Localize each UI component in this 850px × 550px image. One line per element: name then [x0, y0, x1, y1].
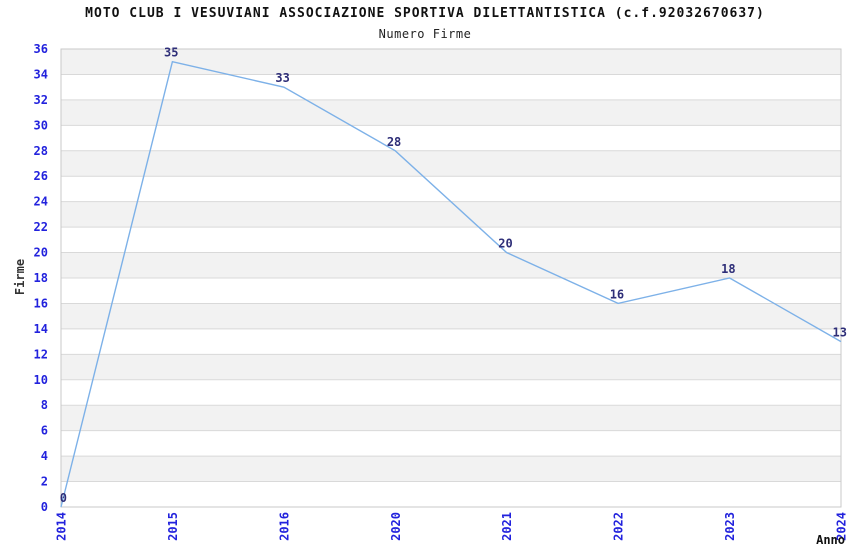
- grid-band: [61, 176, 841, 202]
- y-tick-label: 6: [41, 424, 48, 438]
- x-tick-label: 2016: [277, 512, 291, 541]
- y-tick-label: 24: [34, 195, 48, 209]
- grid-band: [61, 456, 841, 482]
- y-tick-label: 36: [34, 42, 48, 56]
- grid-band: [61, 49, 841, 75]
- grid-band: [61, 328, 841, 355]
- y-tick-label: 10: [34, 373, 48, 387]
- data-label: 28: [387, 135, 401, 149]
- grid-band: [61, 354, 841, 380]
- grid-band: [61, 405, 841, 431]
- y-tick-label: 2: [41, 475, 48, 489]
- grid-band: [61, 278, 841, 304]
- grid-band: [61, 150, 841, 177]
- data-label: 33: [275, 71, 289, 85]
- grid-band: [61, 430, 841, 457]
- data-label: 20: [498, 237, 512, 251]
- x-tick-label: 2014: [55, 512, 69, 541]
- x-tick-label: 2020: [389, 512, 403, 541]
- data-label: 13: [833, 326, 847, 340]
- grid-band: [61, 227, 841, 253]
- chart-subtitle: Numero Firme: [378, 27, 472, 41]
- data-label: 0: [60, 491, 67, 505]
- grid-band: [61, 99, 841, 126]
- y-tick-label: 30: [34, 118, 48, 132]
- grid-band: [61, 74, 841, 100]
- y-tick-label: 26: [34, 169, 48, 183]
- x-tick-label: 2024: [835, 512, 849, 541]
- x-tick-label: 2015: [166, 512, 180, 541]
- y-tick-label: 34: [34, 67, 48, 81]
- y-tick-label: 0: [41, 500, 48, 514]
- grid-band: [61, 125, 841, 151]
- y-tick-label: 4: [41, 449, 48, 463]
- data-label: 16: [610, 287, 624, 301]
- grid-band: [61, 303, 841, 329]
- grid-band: [61, 379, 841, 406]
- plot-border: [60, 48, 842, 508]
- y-tick-label: 20: [34, 246, 48, 260]
- data-label: 18: [721, 262, 735, 276]
- data-label: 35: [164, 46, 178, 60]
- x-tick-label: 2022: [612, 512, 626, 541]
- grid-band: [61, 481, 841, 507]
- y-tick-label: 12: [34, 347, 48, 361]
- y-tick-label: 16: [34, 296, 48, 310]
- y-tick-label: 22: [34, 220, 48, 234]
- grid-band: [61, 201, 841, 228]
- grid-band: [61, 252, 841, 278]
- y-axis-title: Firme: [13, 259, 27, 295]
- x-axis-title: Anno: [816, 533, 845, 547]
- y-tick-label: 8: [41, 398, 48, 412]
- x-tick-label: 2021: [500, 512, 514, 541]
- y-tick-label: 18: [34, 271, 48, 285]
- y-tick-label: 28: [34, 144, 48, 158]
- chart-title: MOTO CLUB I VESUVIANI ASSOCIAZIONE SPORT…: [85, 6, 765, 21]
- x-tick-label: 2023: [723, 512, 737, 541]
- y-tick-label: 14: [34, 322, 48, 336]
- series-line: [60, 60, 842, 508]
- y-tick-label: 32: [34, 93, 48, 107]
